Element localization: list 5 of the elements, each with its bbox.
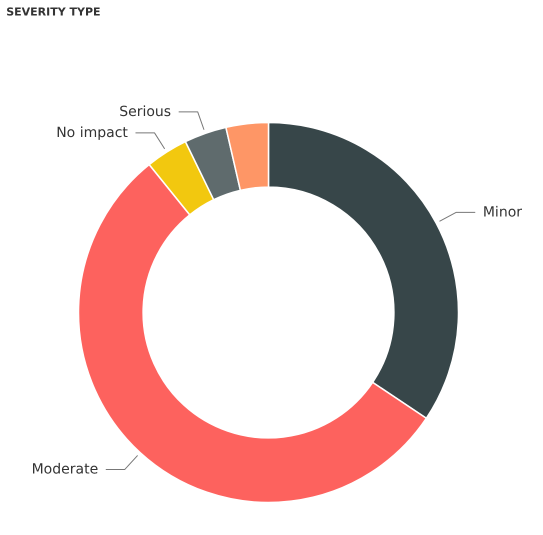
slice-label: Serious <box>119 104 172 120</box>
slice-label: Moderate <box>32 461 98 478</box>
chart-title: SEVERITY TYPE <box>6 5 101 18</box>
slice-label: Minor <box>482 204 522 220</box>
slice-label: No impact <box>56 124 128 141</box>
